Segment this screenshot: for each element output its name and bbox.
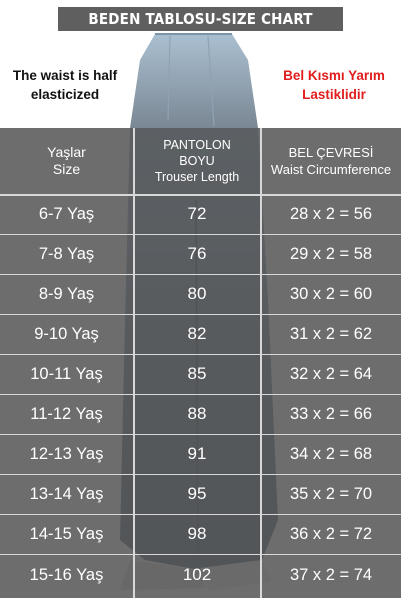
cell-age: 8-9 Yaş (38, 284, 95, 303)
cell-length: 102 (182, 565, 212, 584)
cell-length: 91 (187, 444, 207, 463)
header-length-line-3: Trouser Length (154, 170, 240, 184)
table-row: 15-16 Yaş 102 37 x 2 = 74 (0, 555, 401, 595)
row-divider (0, 513, 401, 515)
cell-waist: 29 x 2 = 58 (289, 244, 373, 263)
row-divider (0, 313, 401, 315)
header-trouser-length: PANTOLON BOYU Trouser Length (134, 128, 260, 194)
waist-note-turkish-line-2: Lastiklidir (302, 87, 366, 102)
table-row: 11-12 Yaş 88 33 x 2 = 66 (0, 395, 401, 433)
header-age: Yaşlar Size (0, 128, 133, 194)
row-divider (0, 353, 401, 355)
cell-waist: 36 x 2 = 72 (289, 524, 373, 543)
header-length-line-1: PANTOLON (163, 138, 231, 152)
cell-length: 98 (187, 524, 207, 543)
size-table: Yaşlar Size PANTOLON BOYU Trouser Length… (0, 128, 401, 598)
header-waist: BEL ÇEVRESİ Waist Circumference (261, 128, 401, 194)
cell-waist: 31 x 2 = 62 (289, 324, 373, 343)
waist-note-english-line-2: elasticized (30, 87, 100, 102)
table-row: 12-13 Yaş 91 34 x 2 = 68 (0, 435, 401, 473)
cell-waist: 34 x 2 = 68 (289, 444, 373, 463)
waist-note-english: The waist is half elasticized (0, 66, 130, 104)
header-length-line-2: BOYU (179, 154, 215, 168)
row-divider (0, 194, 401, 196)
cell-waist: 33 x 2 = 66 (289, 404, 373, 423)
header-age-en: Size (52, 161, 81, 177)
cell-waist: 37 x 2 = 74 (289, 565, 373, 584)
table-row: 7-8 Yaş 76 29 x 2 = 58 (0, 235, 401, 273)
header-waist-tr: BEL ÇEVRESİ (288, 145, 374, 160)
cell-waist: 32 x 2 = 64 (289, 364, 373, 383)
cell-waist: 35 x 2 = 70 (289, 484, 373, 503)
cell-length: 76 (187, 244, 207, 263)
cell-age: 11-12 Yaş (30, 404, 103, 423)
table-row: 8-9 Yaş 80 30 x 2 = 60 (0, 275, 401, 313)
column-divider (260, 128, 262, 598)
header-age-tr: Yaşlar (47, 144, 86, 160)
waist-note-turkish: Bel Kısmı Yarım Lastiklidir (269, 66, 399, 104)
cell-length: 82 (187, 324, 207, 343)
cell-length: 80 (187, 284, 207, 303)
cell-age: 12-13 Yaş (29, 444, 104, 463)
cell-waist: 30 x 2 = 60 (289, 284, 373, 303)
table-row: 6-7 Yaş 72 28 x 2 = 56 (0, 195, 401, 233)
row-divider (0, 473, 401, 475)
cell-age: 14-15 Yaş (29, 524, 104, 543)
cell-age: 15-16 Yaş (29, 565, 104, 584)
table-row: 14-15 Yaş 98 36 x 2 = 72 (0, 515, 401, 553)
waist-note-english-line-1: The waist is half (12, 68, 118, 83)
table-row: 10-11 Yaş 85 32 x 2 = 64 (0, 355, 401, 393)
row-divider (0, 273, 401, 275)
table-row: 9-10 Yaş 82 31 x 2 = 62 (0, 315, 401, 353)
cell-age: 7-8 Yaş (38, 244, 95, 263)
header-waist-en: Waist Circumference (270, 162, 392, 177)
cell-waist: 28 x 2 = 56 (289, 204, 373, 223)
waist-note-turkish-line-1: Bel Kısmı Yarım (283, 68, 385, 83)
cell-length: 95 (187, 484, 207, 503)
cell-age: 10-11 Yaş (30, 364, 103, 383)
row-divider (0, 433, 401, 435)
cell-length: 85 (187, 364, 207, 383)
row-divider (0, 393, 401, 395)
table-row: 13-14 Yaş 95 35 x 2 = 70 (0, 475, 401, 513)
cell-age: 13-14 Yaş (29, 484, 104, 503)
cell-age: 9-10 Yaş (34, 324, 99, 343)
row-divider (0, 553, 401, 555)
cell-length: 88 (187, 404, 207, 423)
chart-title: BEDEN TABLOSU-SIZE CHART (58, 7, 343, 31)
column-divider (133, 128, 135, 598)
cell-length: 72 (187, 204, 207, 223)
row-divider (0, 233, 401, 235)
header-row: Yaşlar Size PANTOLON BOYU Trouser Length… (0, 128, 401, 194)
cell-age: 6-7 Yaş (38, 204, 95, 223)
